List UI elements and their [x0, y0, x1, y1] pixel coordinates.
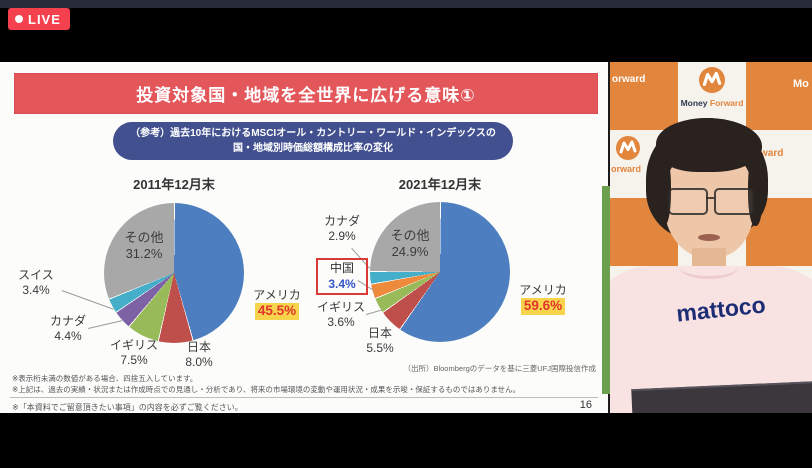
pie-chart-2021 — [370, 202, 510, 342]
page-number: 16 — [579, 399, 592, 411]
disclaimer-notes: ※表示桁未満の数値がある場合、四捨五入しています。 ※上記は、過去の実績・状況ま… — [12, 374, 587, 396]
pie-label-2021-china-boxed: 中国 3.4% — [316, 258, 368, 296]
money-forward-icon — [616, 136, 640, 160]
person-hair-side — [656, 154, 671, 226]
footer-note: ※「本資料でご留意頂きたい事項」の内容を必ずご覧ください。 — [12, 403, 243, 412]
money-forward-logo: Money Forward — [678, 67, 746, 108]
pie-title-2021: 2021年12月末 — [398, 177, 482, 192]
player-bottom-bar — [0, 413, 812, 468]
slide-title-banner: 投資対象国・地域を全世界に広げる意味① — [14, 73, 598, 114]
money-forward-mark-icon — [619, 140, 637, 154]
pie-label-2011-uk: イギリス 7.5% — [109, 338, 158, 367]
subtitle-line-1: （参考）過去10年におけるMSCIオール・カントリー・ワールド・インデックスの — [130, 128, 496, 139]
glasses-bridge-icon — [706, 197, 714, 199]
person-mouth — [698, 234, 720, 241]
live-dot-icon — [15, 15, 23, 23]
glasses-right-lens-icon — [714, 188, 754, 215]
person-hair-fringe — [656, 118, 762, 172]
pie-label-2021-others: その他 24.9% — [390, 228, 430, 260]
usa-2011-highlight: 45.5% — [254, 303, 300, 320]
backdrop-logo-text: orward — [611, 164, 642, 174]
live-label: LIVE — [28, 11, 61, 27]
usa-2021-highlight: 59.6% — [520, 298, 566, 315]
live-badge: LIVE — [8, 8, 70, 30]
money-forward-wordmark: Money Forward — [680, 98, 744, 108]
pie-label-2021-uk: イギリス 3.6% — [316, 300, 365, 329]
backdrop-logo-text: orward — [612, 74, 646, 85]
pie-label-2011-usa: アメリカ 45.5% — [253, 288, 301, 320]
money-forward-mark-icon — [702, 71, 722, 86]
presentation-slide: 投資対象国・地域を全世界に広げる意味① （参考）過去10年におけるMSCIオール… — [0, 62, 608, 413]
slide-subtitle-pill: （参考）過去10年におけるMSCIオール・カントリー・ワールド・インデックスの … — [113, 122, 513, 160]
source-attribution: （出所）Bloombergのデータを基に三菱UFJ国際投信作成 — [403, 364, 596, 373]
person-hair-side — [748, 154, 763, 226]
disclaimer-note-2: ※上記は、過去の実績・状況または作成時点での見通し・分析であり、将来の市場環境の… — [12, 384, 521, 394]
footer-divider — [10, 397, 598, 398]
glasses-left-lens-icon — [668, 188, 708, 215]
subtitle-line-2: 国・地域別時価総額構成比率の変化 — [233, 143, 393, 154]
backdrop-logo-text: Mo — [793, 78, 809, 90]
money-forward-icon — [699, 67, 725, 93]
player-top-strip — [0, 0, 812, 8]
pie-label-2021-canada: カナダ 2.9% — [323, 214, 360, 243]
pie-label-2011-others: その他 31.2% — [124, 230, 164, 262]
pie-label-2021-japan: 日本 5.5% — [366, 326, 394, 355]
pie-label-2011-japan: 日本 8.0% — [185, 340, 213, 369]
pie-chart-2011 — [104, 203, 244, 343]
pie-label-2021-usa: アメリカ 59.6% — [519, 283, 567, 315]
tshirt-collar — [680, 256, 738, 279]
green-edge-strip — [602, 186, 610, 394]
pie-label-2011-switzerland: スイス 3.4% — [18, 268, 54, 297]
webcam-panel: orward Money Forward Mo orward ward Mo — [608, 62, 812, 413]
leader-line — [61, 290, 114, 310]
disclaimer-note-1: ※表示桁未満の数値がある場合、四捨五入しています。 — [12, 374, 198, 383]
pie-label-2011-canada: カナダ 4.4% — [49, 314, 86, 343]
pie-title-2011: 2011年12月末 — [133, 177, 215, 192]
backdrop-logo-text: ward — [760, 148, 784, 159]
